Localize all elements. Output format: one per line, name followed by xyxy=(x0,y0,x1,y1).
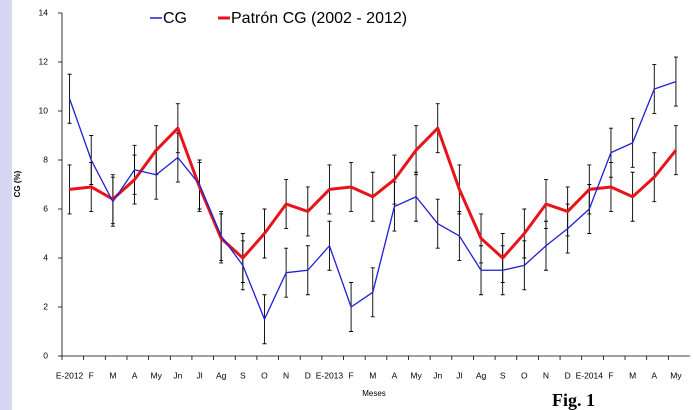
x-tick-label: Jn xyxy=(173,370,182,380)
x-tick-label: N xyxy=(543,370,549,380)
error-bar xyxy=(67,73,72,124)
x-tick-label: E-2013 xyxy=(316,370,344,380)
error-bar xyxy=(67,164,72,215)
series-line xyxy=(69,126,678,260)
x-tick-label: E-2014 xyxy=(576,370,604,380)
x-tick-label: A xyxy=(132,370,138,380)
x-tick-label: N xyxy=(283,370,289,380)
x-tick-label: Ag xyxy=(476,370,487,380)
x-tick-label: D xyxy=(305,370,311,380)
x-tick-label: M xyxy=(629,370,636,380)
x-tick-label: F xyxy=(608,370,613,380)
x-tick-label: A xyxy=(651,370,657,380)
y-tick-label: 14 xyxy=(39,7,49,17)
legend-label: Patrón CG (2002 - 2012) xyxy=(231,10,407,27)
x-tick-label: S xyxy=(500,370,506,380)
y-axis-label: CG (%) xyxy=(13,170,22,197)
x-tick-label: My xyxy=(151,370,163,380)
x-tick-label: My xyxy=(670,370,682,380)
y-tick-label: 12 xyxy=(39,56,49,66)
x-tick-label: Ag xyxy=(216,370,227,380)
y-tick-label: 8 xyxy=(43,154,48,164)
x-tick-label: My xyxy=(410,370,422,380)
x-tick-label: Jn xyxy=(433,370,442,380)
y-tick-label: 0 xyxy=(43,350,48,360)
y-tick-label: 2 xyxy=(43,301,48,311)
x-tick-label: A xyxy=(392,370,398,380)
x-tick-label: S xyxy=(240,370,246,380)
y-tick-label: 10 xyxy=(39,105,49,115)
legend-label: CG xyxy=(163,10,187,27)
series-line xyxy=(68,80,677,320)
x-tick-label: Jl xyxy=(456,370,462,380)
y-tick-label: 4 xyxy=(43,252,48,262)
side-strip xyxy=(0,0,12,410)
x-tick-label: M xyxy=(109,370,116,380)
x-tick-label: Jl xyxy=(196,370,202,380)
x-tick-label: O xyxy=(521,370,528,380)
x-tick-label: E-2012 xyxy=(56,370,84,380)
x-axis-label: Meses xyxy=(362,389,386,398)
x-tick-label: M xyxy=(369,370,376,380)
x-tick-label: D xyxy=(565,370,571,380)
figure-caption: Fig. 1 xyxy=(552,390,595,410)
x-tick-label: F xyxy=(348,370,353,380)
y-tick-label: 6 xyxy=(43,203,48,213)
x-tick-label: F xyxy=(89,370,94,380)
x-tick-label: O xyxy=(261,370,268,380)
